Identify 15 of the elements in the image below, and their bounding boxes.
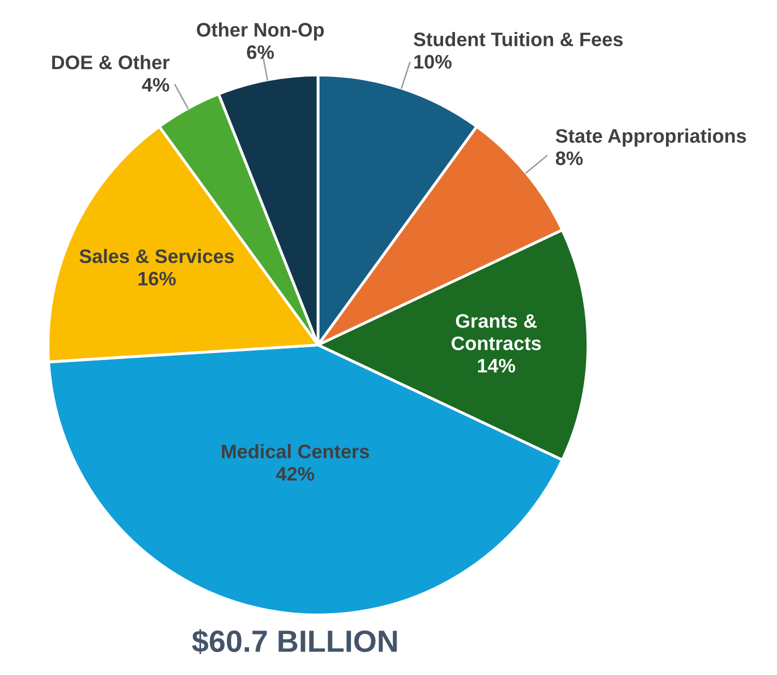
slice-label: Grants & Contracts — [452, 314, 541, 350]
data-label: 10% — [414, 54, 452, 69]
text: $60.7 BILLION — [192, 629, 397, 654]
slice-label: Student Tuition & Fees — [414, 32, 623, 46]
data-label: 42% — [276, 466, 314, 481]
data-label: 4% — [142, 78, 170, 92]
data-label: 14% — [478, 358, 516, 373]
slice-label: State Appropriations — [556, 128, 746, 147]
slice-label: Medical Centers — [222, 444, 370, 458]
data-label: 6% — [247, 45, 274, 60]
data-label: 8% — [556, 151, 583, 166]
data-label: 16% — [138, 272, 176, 286]
slice-label: Other Non-Op — [196, 22, 324, 41]
slice-label: DOE & Other — [52, 55, 170, 70]
slice-label: Sales & Services — [80, 248, 234, 264]
